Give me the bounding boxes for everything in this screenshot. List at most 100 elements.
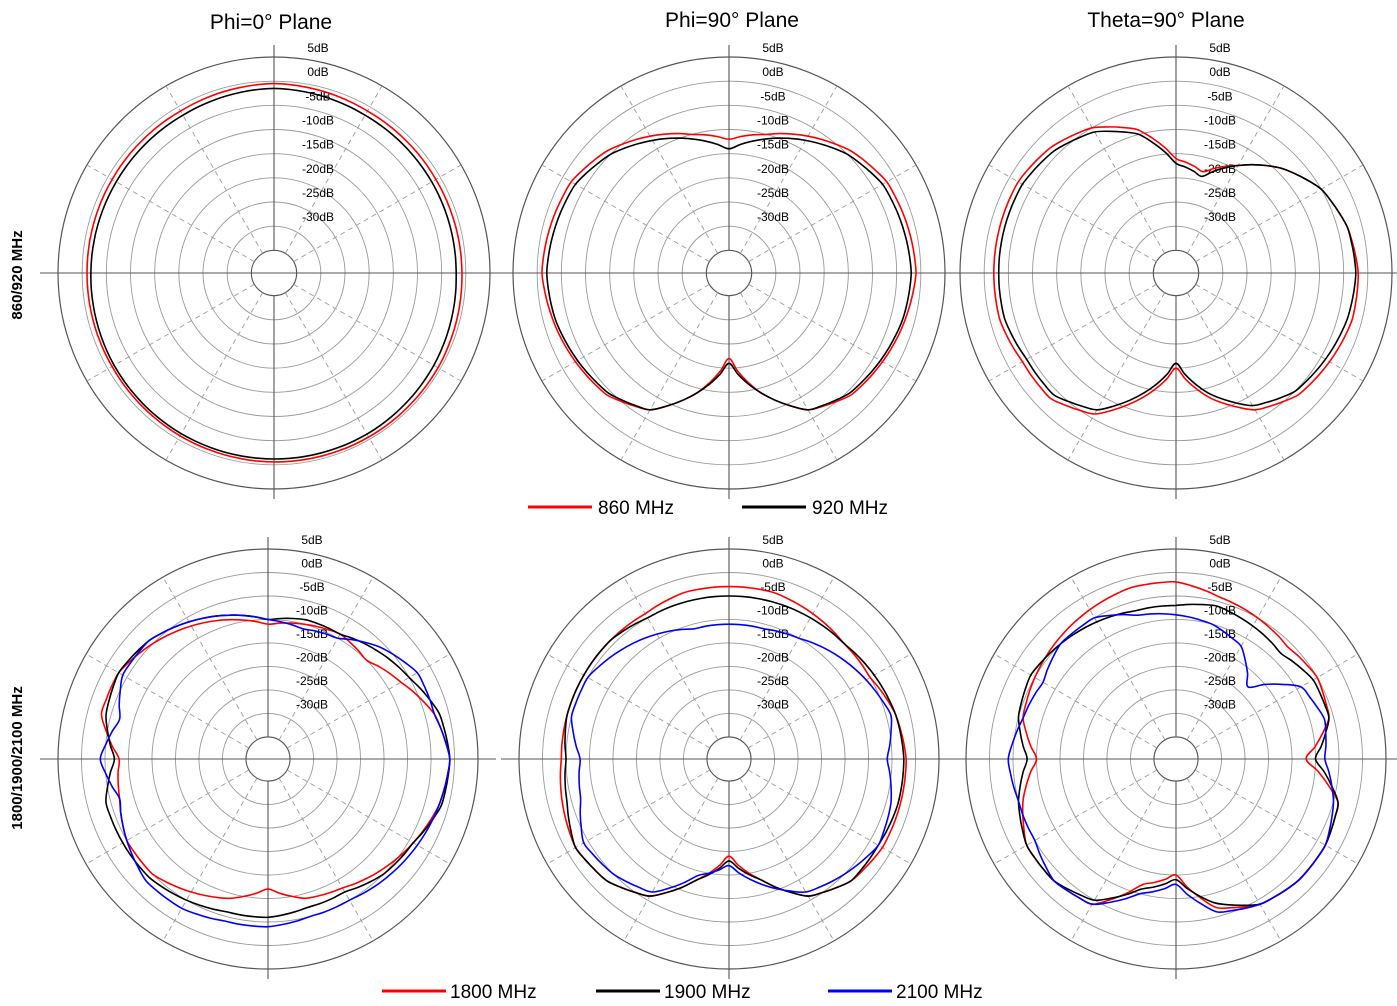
- ring-label: 5dB: [1209, 41, 1230, 55]
- pattern-curve-1900-mhz: [564, 595, 905, 897]
- column-title-phi90: Phi=90° Plane: [665, 9, 799, 32]
- ring-label: -25dB: [296, 674, 328, 688]
- grid-spoke: [286, 653, 451, 749]
- grid-spoke: [162, 576, 258, 741]
- ring-label: -5dB: [760, 89, 785, 103]
- grid-spoke: [747, 769, 912, 865]
- ring-label: -15dB: [1204, 138, 1236, 152]
- ring-label: -25dB: [757, 186, 789, 200]
- ring-label: -10dB: [1204, 603, 1236, 617]
- ring-label: -20dB: [302, 162, 334, 176]
- grid-spoke: [1070, 576, 1166, 741]
- pattern-curve-860-mhz: [86, 82, 463, 463]
- row-label-low-band: 860/920 MHz: [9, 230, 26, 319]
- column-title-phi0: Phi=0° Plane: [210, 11, 332, 34]
- pattern-curve-2100-mhz: [1007, 612, 1335, 914]
- polar-plot-6: 5dB 0dB -5dB -10dB -15dB -20dB -25dB -30dB: [948, 533, 1397, 979]
- ring-label: -5dB: [299, 580, 324, 594]
- grid-spoke: [1186, 777, 1282, 942]
- polar-plots: 5dB 0dB -5dB -10dB -15dB -20dB -25dB -30dB 5dB 0d…: [40, 41, 1397, 979]
- ring-label: 0dB: [307, 65, 328, 79]
- ring-label: -25dB: [757, 674, 789, 688]
- ring-label: -15dB: [757, 138, 789, 152]
- ring-label: -5dB: [1207, 580, 1232, 594]
- grid-spoke: [993, 769, 1158, 865]
- ring-label: 5dB: [762, 533, 783, 547]
- ring-label: -30dB: [1204, 210, 1236, 224]
- polar-plot-1: 5dB 0dB -5dB -10dB -15dB -20dB -25dB -30dB: [40, 41, 508, 499]
- pattern-curve-860-mhz: [541, 132, 917, 411]
- ring-label: -15dB: [757, 627, 789, 641]
- pattern-curve-920-mhz: [997, 130, 1357, 411]
- ring-label: -30dB: [757, 210, 789, 224]
- pattern-curve-1900-mhz: [1017, 603, 1339, 907]
- ring-label: -25dB: [1204, 186, 1236, 200]
- pattern-curve-1800-mhz: [1021, 580, 1340, 910]
- ring-label: -10dB: [757, 113, 789, 127]
- legend-bottom: 1800 MHz 1900 MHz 2100 MHz: [382, 982, 983, 1003]
- grid-spoke: [85, 653, 250, 749]
- ring-label: -30dB: [296, 697, 328, 711]
- ring-label: -15dB: [1204, 627, 1236, 641]
- pattern-curve-920-mhz: [90, 87, 458, 460]
- ring-label: -20dB: [296, 650, 328, 664]
- ring-label: -5dB: [1207, 89, 1232, 103]
- pattern-curve-1900-mhz: [105, 614, 451, 919]
- grid-spoke: [623, 777, 719, 942]
- pattern-curve-920-mhz: [545, 137, 913, 411]
- legend-label-920: 920 MHz: [812, 498, 888, 519]
- ring-label: -10dB: [1204, 113, 1236, 127]
- grid-spoke: [1194, 653, 1359, 749]
- polar-plot-4: 5dB 0dB -5dB -10dB -15dB -20dB -25dB -30dB: [40, 533, 496, 979]
- grid-spoke: [286, 769, 451, 865]
- grid-spoke: [85, 769, 250, 865]
- ring-label: -20dB: [757, 162, 789, 176]
- legend-label-860: 860 MHz: [598, 498, 674, 519]
- ring-label: -30dB: [302, 210, 334, 224]
- grid-spoke: [747, 653, 912, 749]
- pattern-curve-2100-mhz: [99, 614, 451, 928]
- column-title-theta90: Theta=90° Plane: [1087, 9, 1244, 32]
- ring-label: 0dB: [1209, 65, 1230, 79]
- ring-label: -25dB: [302, 186, 334, 200]
- ring-label: 0dB: [762, 556, 783, 570]
- grid-spoke: [162, 777, 258, 942]
- grid-spoke: [1070, 777, 1166, 942]
- ring-label: 0dB: [762, 65, 783, 79]
- row-label-high-band: 1800/1900/2100 MHz: [9, 686, 26, 829]
- grid-spoke: [623, 576, 719, 741]
- polar-plot-2: 5dB 0dB -5dB -10dB -15dB -20dB -25dB -30dB: [495, 41, 963, 499]
- ring-label: -25dB: [1204, 674, 1236, 688]
- grid-spoke: [278, 777, 374, 942]
- grid-spoke: [739, 777, 835, 942]
- ring-label: 5dB: [307, 41, 328, 55]
- ring-label: 0dB: [1209, 556, 1230, 570]
- legend-label-2100: 2100 MHz: [896, 982, 983, 1003]
- ring-label: -20dB: [757, 650, 789, 664]
- grid-spoke: [739, 576, 835, 741]
- ring-label: -10dB: [296, 603, 328, 617]
- grid-spoke: [546, 653, 711, 749]
- legend-label-1900: 1900 MHz: [664, 982, 751, 1003]
- grid-spoke: [1186, 576, 1282, 741]
- legend-label-1800: 1800 MHz: [450, 982, 537, 1003]
- ring-label: -30dB: [757, 697, 789, 711]
- grid-spoke: [278, 576, 374, 741]
- ring-label: -5dB: [305, 89, 330, 103]
- grid-spoke: [1194, 769, 1359, 865]
- ring-label: -20dB: [1204, 650, 1236, 664]
- ring-label: -10dB: [757, 603, 789, 617]
- pattern-curve-2100-mhz: [570, 623, 893, 894]
- ring-label: 5dB: [301, 533, 322, 547]
- ring-label: -30dB: [1204, 697, 1236, 711]
- ring-label: 5dB: [1209, 533, 1230, 547]
- ring-label: 5dB: [762, 41, 783, 55]
- ring-label: 0dB: [301, 556, 322, 570]
- ring-label: -15dB: [296, 627, 328, 641]
- ring-label: -15dB: [302, 138, 334, 152]
- legend-top: 860 MHz 920 MHz: [528, 498, 888, 519]
- ring-label: -10dB: [302, 113, 334, 127]
